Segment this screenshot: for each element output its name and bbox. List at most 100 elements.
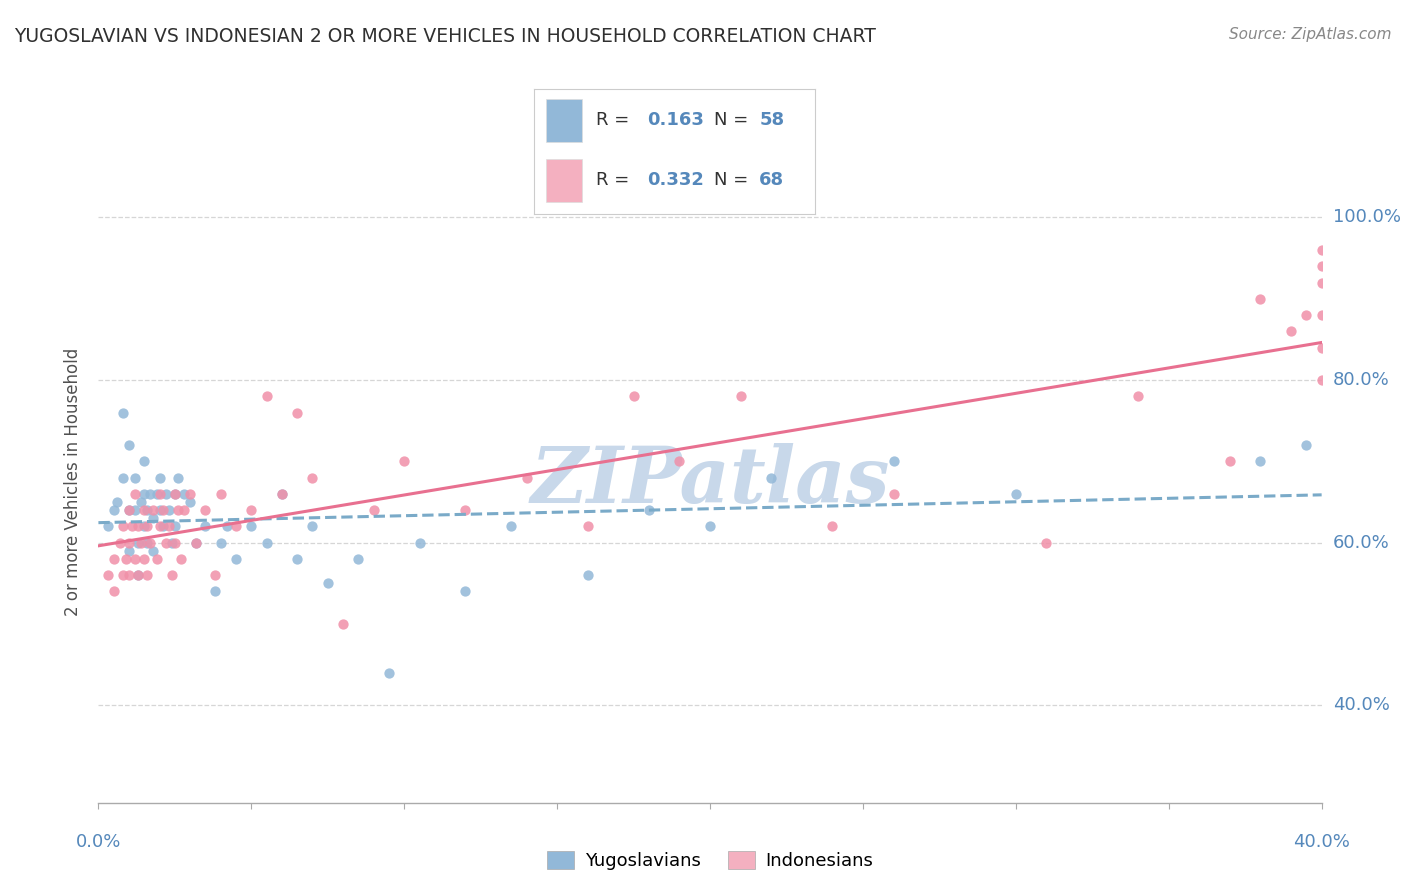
- Point: [139, 535, 162, 549]
- Point: [152, 503, 174, 517]
- Point: [145, 487, 167, 501]
- Point: [149, 519, 172, 533]
- Text: 0.0%: 0.0%: [76, 833, 121, 851]
- Point: [155, 535, 177, 549]
- Point: [124, 487, 146, 501]
- Point: [149, 487, 172, 501]
- Point: [637, 503, 661, 517]
- Point: [127, 568, 149, 582]
- Point: [392, 454, 416, 468]
- Point: [1310, 243, 1333, 257]
- Point: [209, 487, 232, 501]
- Point: [256, 535, 278, 549]
- Point: [256, 389, 278, 403]
- Point: [121, 519, 143, 533]
- Point: [454, 584, 477, 599]
- FancyBboxPatch shape: [546, 159, 582, 202]
- Point: [883, 487, 905, 501]
- Point: [134, 454, 156, 468]
- Point: [129, 495, 152, 509]
- Point: [215, 519, 238, 533]
- Point: [240, 519, 263, 533]
- Point: [124, 503, 146, 517]
- Point: [1128, 389, 1150, 403]
- Legend: Yugoslavians, Indonesians: Yugoslavians, Indonesians: [540, 844, 880, 877]
- Point: [186, 535, 208, 549]
- Text: 58: 58: [759, 112, 785, 129]
- Point: [118, 438, 141, 452]
- Point: [160, 535, 183, 549]
- Text: Source: ZipAtlas.com: Source: ZipAtlas.com: [1229, 27, 1392, 42]
- Point: [408, 535, 430, 549]
- Text: 60.0%: 60.0%: [1333, 533, 1389, 551]
- Point: [225, 519, 247, 533]
- Point: [124, 470, 146, 484]
- Point: [170, 552, 193, 566]
- Point: [124, 552, 146, 566]
- Point: [240, 503, 263, 517]
- Point: [142, 543, 165, 558]
- Point: [118, 503, 141, 517]
- Point: [225, 552, 247, 566]
- Point: [1249, 454, 1271, 468]
- Point: [118, 568, 141, 582]
- Point: [136, 568, 159, 582]
- Text: ZIPatlas: ZIPatlas: [530, 443, 890, 520]
- Point: [118, 535, 141, 549]
- Text: 100.0%: 100.0%: [1333, 209, 1400, 227]
- Point: [194, 503, 217, 517]
- Point: [186, 535, 208, 549]
- Point: [1310, 373, 1333, 387]
- Point: [105, 495, 128, 509]
- Point: [145, 552, 167, 566]
- Point: [209, 535, 232, 549]
- Text: R =: R =: [596, 171, 636, 189]
- Point: [139, 487, 162, 501]
- Text: N =: N =: [714, 171, 754, 189]
- Point: [204, 568, 226, 582]
- Point: [108, 535, 131, 549]
- Point: [730, 389, 752, 403]
- Point: [699, 519, 721, 533]
- Point: [1295, 438, 1317, 452]
- Point: [97, 568, 120, 582]
- Point: [118, 503, 141, 517]
- Point: [316, 576, 339, 591]
- Point: [576, 568, 599, 582]
- Point: [301, 470, 323, 484]
- Point: [363, 503, 385, 517]
- Point: [378, 665, 401, 680]
- Point: [103, 552, 125, 566]
- Point: [118, 543, 141, 558]
- Point: [179, 495, 201, 509]
- Point: [155, 487, 177, 501]
- Point: [179, 487, 201, 501]
- Point: [668, 454, 690, 468]
- Point: [111, 470, 134, 484]
- Point: [301, 519, 323, 533]
- Point: [111, 406, 134, 420]
- Point: [270, 487, 292, 501]
- Point: [142, 503, 165, 517]
- Text: 0.163: 0.163: [647, 112, 703, 129]
- Point: [127, 568, 149, 582]
- Text: 0.332: 0.332: [647, 171, 703, 189]
- Y-axis label: 2 or more Vehicles in Household: 2 or more Vehicles in Household: [65, 348, 83, 615]
- Point: [1004, 487, 1026, 501]
- Point: [115, 552, 138, 566]
- Point: [167, 470, 190, 484]
- Text: YUGOSLAVIAN VS INDONESIAN 2 OR MORE VEHICLES IN HOUSEHOLD CORRELATION CHART: YUGOSLAVIAN VS INDONESIAN 2 OR MORE VEHI…: [14, 27, 876, 45]
- Point: [103, 584, 125, 599]
- Point: [149, 503, 172, 517]
- Point: [163, 535, 186, 549]
- Point: [194, 519, 217, 533]
- Point: [1295, 308, 1317, 322]
- Point: [163, 487, 186, 501]
- Point: [134, 519, 156, 533]
- Point: [157, 519, 180, 533]
- Point: [136, 535, 159, 549]
- Point: [134, 552, 156, 566]
- Point: [152, 519, 174, 533]
- Point: [163, 519, 186, 533]
- Point: [163, 487, 186, 501]
